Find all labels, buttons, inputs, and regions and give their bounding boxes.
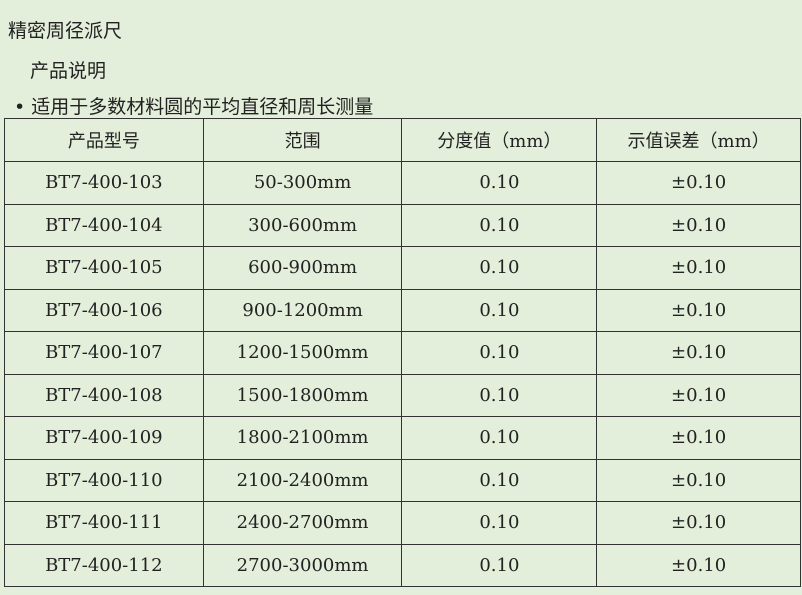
table-cell: 50-300mm [202, 161, 403, 205]
table-cell: BT7-400-110 [4, 458, 204, 502]
table-cell: 0.10 [401, 416, 598, 460]
table-row: BT7-400-111 2400-2700mm 0.10 ±0.10 [4, 501, 801, 545]
table-cell: BT7-400-106 [4, 288, 204, 332]
column-header: 示值误差（mm） [596, 118, 801, 162]
table-cell: 1200-1500mm [202, 331, 403, 375]
table-cell: ±0.10 [596, 501, 801, 545]
table-row: BT7-400-112 2700-3000mm 0.10 ±0.10 [4, 543, 801, 587]
table-cell: 0.10 [401, 161, 598, 205]
bullet-text: 适用于多数材料圆的平均直径和周长测量 [31, 96, 374, 118]
table-cell: ±0.10 [596, 416, 801, 460]
table-cell: BT7-400-107 [4, 331, 204, 375]
table-row: BT7-400-110 2100-2400mm 0.10 ±0.10 [4, 458, 801, 502]
product-title: 精密周径派尺 [8, 20, 123, 42]
table-cell: 2100-2400mm [202, 458, 403, 502]
table-cell: 0.10 [401, 331, 598, 375]
table-row: BT7-400-109 1800-2100mm 0.10 ±0.10 [4, 416, 801, 460]
table-cell: 0.10 [401, 373, 598, 417]
table-cell: 900-1200mm [202, 288, 403, 332]
table-cell: 1500-1800mm [202, 373, 403, 417]
table-cell: 0.10 [401, 288, 598, 332]
column-header: 分度值（mm） [401, 118, 598, 162]
table-cell: 300-600mm [202, 203, 403, 247]
table-cell: ±0.10 [596, 331, 801, 375]
table-cell: ±0.10 [596, 203, 801, 247]
column-header: 产品型号 [4, 118, 204, 162]
table-cell: ±0.10 [596, 246, 801, 290]
table-cell: 0.10 [401, 246, 598, 290]
table-cell: 2400-2700mm [202, 501, 403, 545]
column-header: 范围 [202, 118, 403, 162]
table-cell: BT7-400-111 [4, 501, 204, 545]
table-cell: BT7-400-104 [4, 203, 204, 247]
table-cell: BT7-400-108 [4, 373, 204, 417]
section-heading: 产品说明 [30, 60, 107, 82]
bullet-icon: • [14, 96, 26, 118]
table-cell: BT7-400-109 [4, 416, 204, 460]
table-cell: 0.10 [401, 543, 598, 587]
spec-table: 产品型号 范围 分度值（mm） 示值误差（mm） BT7-400-103 50-300m… [4, 118, 801, 587]
table-row: BT7-400-103 50-300mm 0.10 ±0.10 [4, 161, 801, 205]
table-row: BT7-400-108 1500-1800mm 0.10 ±0.10 [4, 373, 801, 417]
bullet-item: • 适用于多数材料圆的平均直径和周长测量 [14, 92, 373, 119]
table-cell: ±0.10 [596, 161, 801, 205]
table-row: BT7-400-106 900-1200mm 0.10 ±0.10 [4, 288, 801, 332]
table-row: BT7-400-104 300-600mm 0.10 ±0.10 [4, 203, 801, 247]
table-cell: 600-900mm [202, 246, 403, 290]
table-row: BT7-400-105 600-900mm 0.10 ±0.10 [4, 246, 801, 290]
table-cell: 0.10 [401, 501, 598, 545]
table-cell: 2700-3000mm [202, 543, 403, 587]
table-cell: BT7-400-105 [4, 246, 204, 290]
table-cell: 0.10 [401, 203, 598, 247]
table-cell: ±0.10 [596, 543, 801, 587]
table-cell: BT7-400-112 [4, 543, 204, 587]
table-header-row: 产品型号 范围 分度值（mm） 示值误差（mm） [4, 118, 801, 162]
table-cell: ±0.10 [596, 373, 801, 417]
table-row: BT7-400-107 1200-1500mm 0.10 ±0.10 [4, 331, 801, 375]
table-cell: ±0.10 [596, 458, 801, 502]
table-cell: BT7-400-103 [4, 161, 204, 205]
table-cell: 0.10 [401, 458, 598, 502]
table-cell: 1800-2100mm [202, 416, 403, 460]
table-cell: ±0.10 [596, 288, 801, 332]
